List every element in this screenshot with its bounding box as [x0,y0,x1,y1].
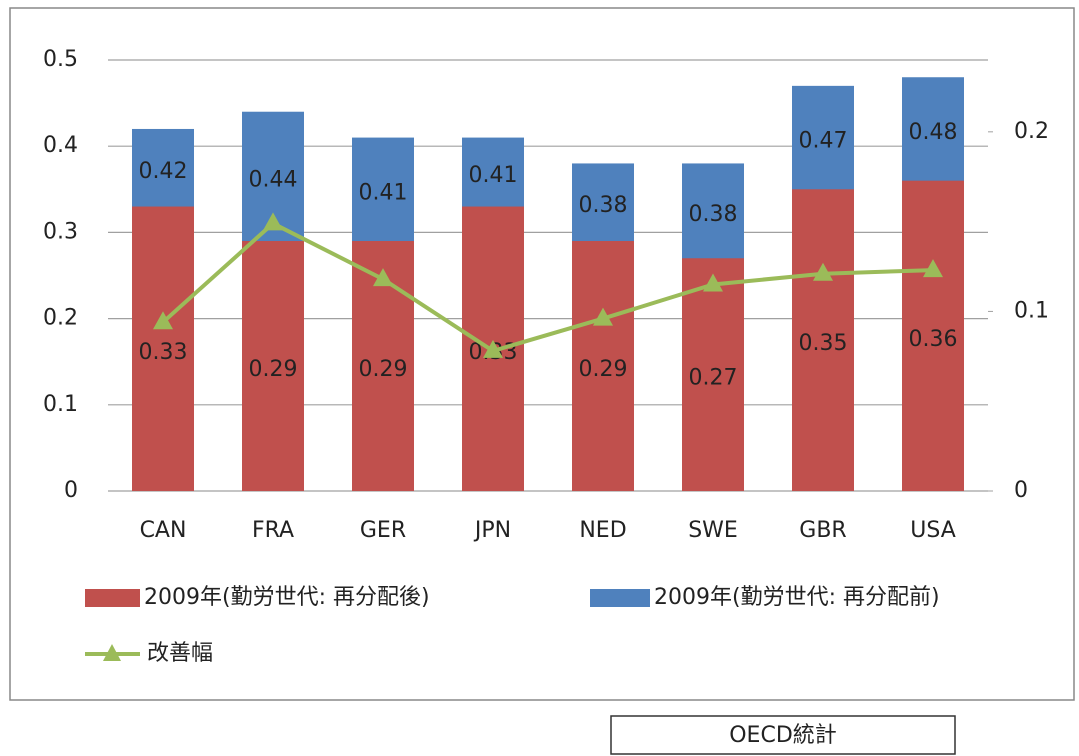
legend-swatch [590,589,650,607]
x-tick-label: GBR [799,518,846,543]
value-label: 0.38 [579,193,628,218]
legend-label: 改善幅 [147,641,213,666]
bar [902,180,964,491]
value-label: 0.29 [579,357,628,382]
value-label: 0.33 [139,340,188,365]
legend-marker [103,644,121,661]
x-tick-label: JPN [473,518,511,543]
x-tick-label: USA [910,518,956,543]
bar [682,258,744,491]
legend-label: 2009年(勤労世代: 再分配前) [654,585,940,610]
value-label: 0.44 [249,167,298,192]
value-label: 0.48 [909,120,958,145]
marker [153,311,173,330]
y2-tick-label: 0 [1014,478,1028,503]
value-label: 0.36 [909,327,958,352]
line [161,221,934,354]
value-label: 0.47 [799,129,848,154]
value-label: 0.41 [469,163,518,188]
y-tick-label: 0.1 [43,392,78,417]
y-tick-label: 0.5 [43,47,78,72]
x-tick-label: GER [360,518,406,543]
bar [572,241,634,491]
marker [923,259,943,278]
marker [373,268,393,287]
y-tick-label: 0.4 [43,133,78,158]
x-tick-label: FRA [252,518,294,543]
y-tick-label: 0.3 [43,219,78,244]
y2-tick-label: 0.1 [1014,298,1049,323]
y-tick-label: 0 [64,478,78,503]
legend-swatch [85,589,140,607]
x-tick-label: CAN [140,518,187,543]
value-label: 0.42 [139,159,188,184]
source: OECD統計 [729,723,837,748]
marker [813,262,833,281]
marker [703,273,723,292]
bar [792,189,854,492]
value-label: 0.29 [359,357,408,382]
source-box [610,715,956,755]
x-tick-label: NED [579,518,626,543]
value-label: 0.27 [689,366,738,391]
marker [593,307,613,326]
value-label: 0.35 [799,331,848,356]
bar [242,241,304,491]
bar [132,206,194,492]
marker [483,339,503,358]
y-tick-label: 0.2 [43,306,78,331]
legend-label: 2009年(勤労世代: 再分配後) [144,585,430,610]
x-tick-label: SWE [688,518,738,543]
value-label: 0.41 [359,180,408,205]
marker [263,212,283,231]
y2-tick-label: 0.2 [1014,119,1049,144]
value-label: 0.38 [689,202,738,227]
value-label: 0.29 [249,357,298,382]
